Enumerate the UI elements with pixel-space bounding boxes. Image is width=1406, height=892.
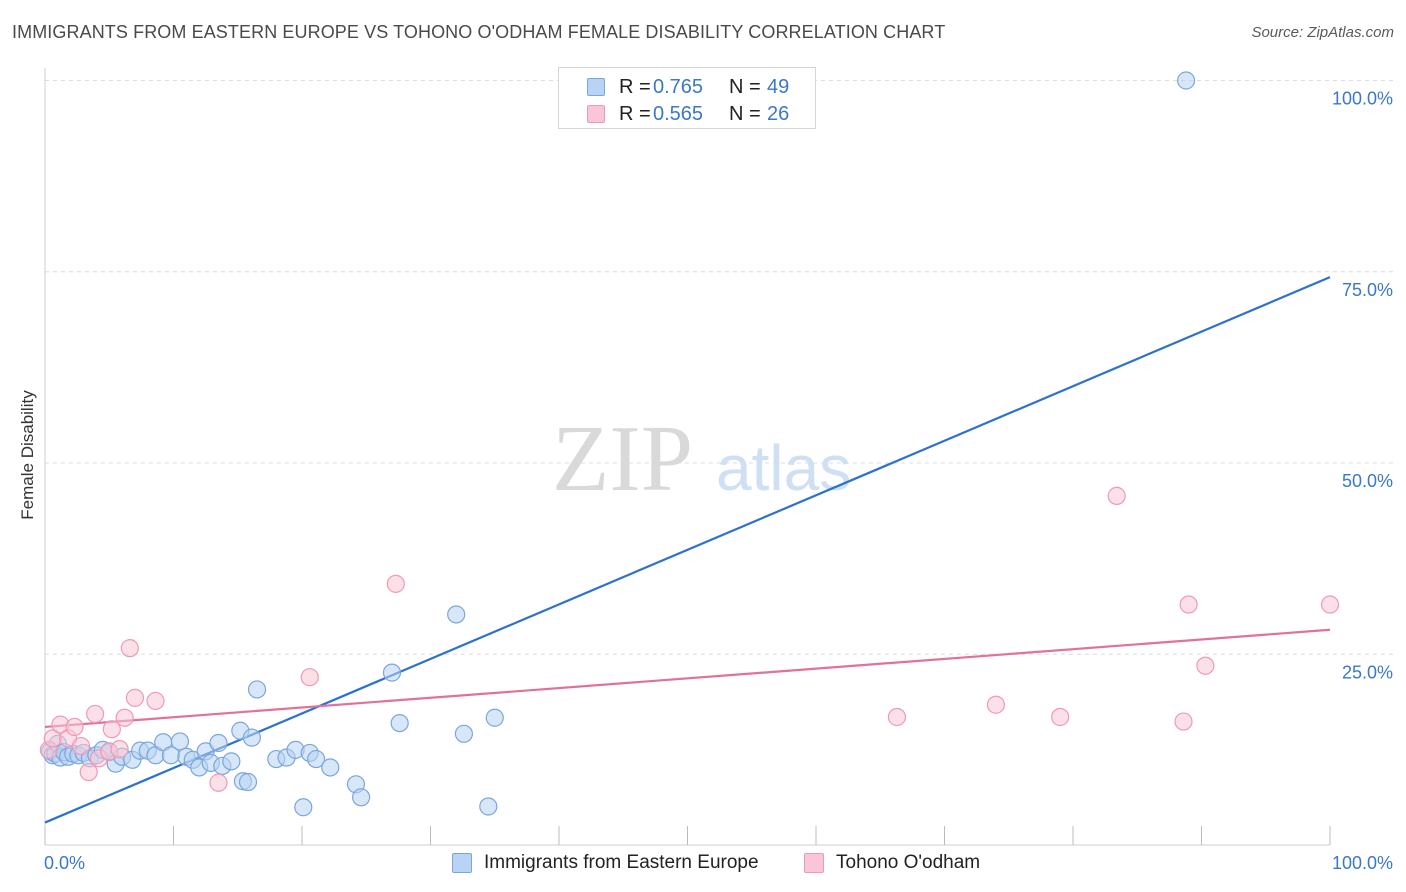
data-point-tohono-oodham — [1179, 595, 1198, 614]
x-tick-label: 100.0% — [1332, 853, 1393, 873]
data-point-tohono-oodham — [102, 720, 121, 739]
y-tick-label: 50.0% — [1342, 471, 1393, 491]
legend-n-value: 26 — [767, 102, 790, 125]
legend-r-value: 0.565 — [653, 102, 704, 125]
data-point-eastern-europe — [390, 713, 409, 733]
series-swatch-pink — [804, 853, 824, 873]
y-tick-label: 100.0% — [1332, 89, 1393, 109]
trendlines — [44, 276, 1331, 824]
watermark-zip: ZIP — [552, 407, 693, 511]
data-point-eastern-europe — [321, 758, 340, 777]
data-point-tohono-oodham — [1051, 707, 1070, 727]
x-tick-labels: 0.0% 100.0% — [44, 853, 1393, 873]
legend-r-label: R = — [619, 75, 651, 98]
legend-swatch-pink — [587, 105, 605, 123]
data-point-tohono-oodham — [986, 695, 1006, 714]
data-point-tohono-oodham — [386, 574, 405, 593]
watermark: ZIP atlas — [552, 407, 851, 511]
data-point-tohono-oodham — [1320, 595, 1340, 614]
data-point-tohono-oodham — [300, 668, 319, 687]
data-point-eastern-europe — [238, 772, 258, 792]
data-point-tohono-oodham — [65, 717, 84, 737]
legend-n-label: N = — [729, 102, 761, 125]
data-point-tohono-oodham — [110, 740, 129, 759]
gridlines — [45, 80, 1395, 655]
data-point-tohono-oodham — [71, 736, 91, 756]
data-point-tohono-oodham — [1174, 712, 1193, 731]
series-swatch-blue — [452, 853, 472, 873]
legend-r-label: R = — [619, 102, 651, 125]
data-point-eastern-europe — [209, 733, 228, 753]
data-point-eastern-europe — [454, 724, 474, 743]
data-point-eastern-europe — [479, 797, 498, 816]
data-point-eastern-europe — [352, 788, 371, 807]
data-point-eastern-europe — [447, 605, 466, 624]
data-point-tohono-oodham — [86, 704, 105, 724]
data-point-eastern-europe — [485, 708, 504, 727]
data-point-tohono-oodham — [125, 688, 145, 707]
data-point-eastern-europe — [307, 749, 326, 769]
data-point-tohono-oodham — [115, 708, 134, 727]
data-point-eastern-europe — [1176, 71, 1196, 90]
data-point-eastern-europe — [247, 680, 267, 699]
data-point-eastern-europe — [294, 798, 313, 817]
data-points — [39, 71, 1340, 817]
x-tick-label: 0.0% — [44, 853, 85, 873]
y-tick-label: 25.0% — [1342, 662, 1393, 682]
data-point-tohono-oodham — [120, 639, 139, 658]
axes — [44, 68, 1331, 846]
data-point-tohono-oodham — [146, 691, 165, 711]
data-point-tohono-oodham — [887, 707, 907, 727]
series-label-tohono-oodham: Tohono O'odham — [836, 852, 981, 873]
data-point-tohono-oodham — [209, 773, 228, 792]
y-tick-label: 75.0% — [1342, 280, 1393, 300]
data-point-eastern-europe — [222, 752, 241, 771]
data-point-tohono-oodham — [79, 762, 98, 782]
legend-swatch-blue — [587, 78, 605, 96]
data-point-eastern-europe — [170, 732, 190, 751]
data-point-tohono-oodham — [1107, 486, 1126, 505]
source-label: Source: ZipAtlas.com — [1251, 24, 1394, 41]
series-label-eastern-europe: Immigrants from Eastern Europe — [484, 852, 759, 873]
data-point-eastern-europe — [242, 728, 261, 747]
legend-n-value: 49 — [767, 75, 790, 98]
correlation-legend: R = 0.765 N = 49 R = 0.565 N = 26 — [558, 67, 816, 129]
legend-n-label: N = — [729, 75, 761, 98]
data-point-eastern-europe — [382, 663, 402, 682]
chart-title: IMMIGRANTS FROM EASTERN EUROPE VS TOHONO… — [12, 22, 946, 42]
watermark-atlas: atlas — [716, 432, 851, 504]
legend-r-value: 0.765 — [653, 75, 704, 98]
trendline-eastern-europe — [44, 276, 1331, 824]
y-tick-labels: 25.0% 50.0% 75.0% 100.0% — [1332, 89, 1393, 683]
trendline-tohono-oodham — [44, 628, 1331, 729]
data-point-tohono-oodham — [1196, 656, 1215, 675]
